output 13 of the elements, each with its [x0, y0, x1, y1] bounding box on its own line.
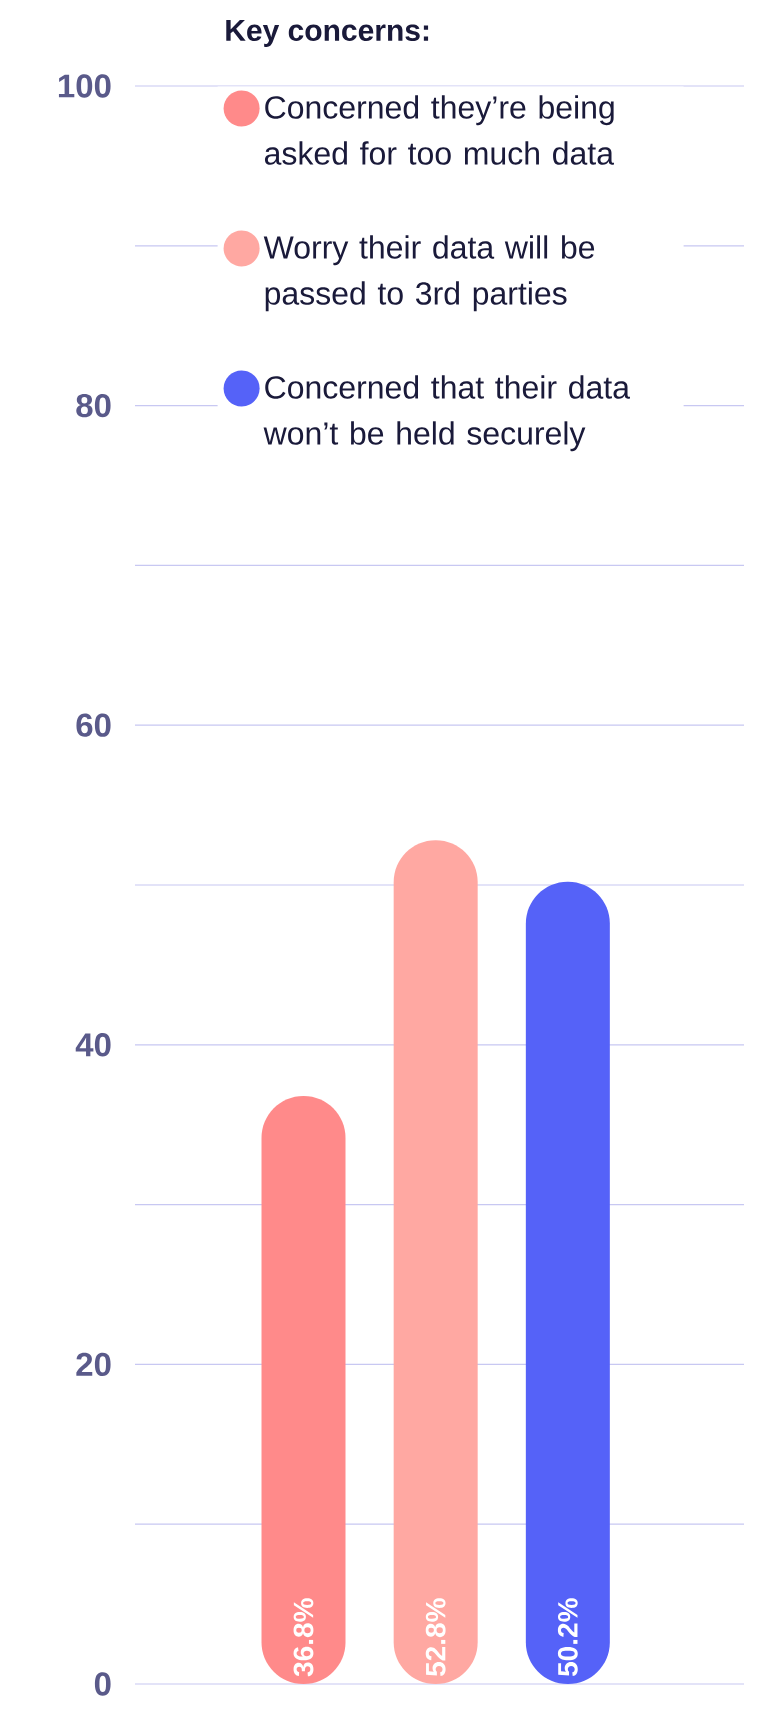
y-tick-label: 60 [76, 713, 111, 737]
data-label: 36.8% [293, 1598, 314, 1677]
y-tick-label: 0 [94, 1672, 111, 1696]
legend-label: Concerned that their data won’t be held securely [263, 375, 630, 452]
data-label: 50.2% [557, 1598, 578, 1677]
y-tick-label: 40 [75, 1033, 111, 1057]
y-tick-label: 80 [76, 393, 111, 418]
legend-title: Key concerns: [226, 20, 429, 47]
y-tick-label: 20 [76, 1352, 111, 1377]
legend-label: Worry their data will be passed to 3rd parties [263, 235, 595, 312]
legend-label: Concerned they’re being asked for too much data [264, 95, 614, 165]
data-label: 52.8% [425, 1598, 446, 1677]
y-tick-label: 100 [58, 74, 111, 98]
